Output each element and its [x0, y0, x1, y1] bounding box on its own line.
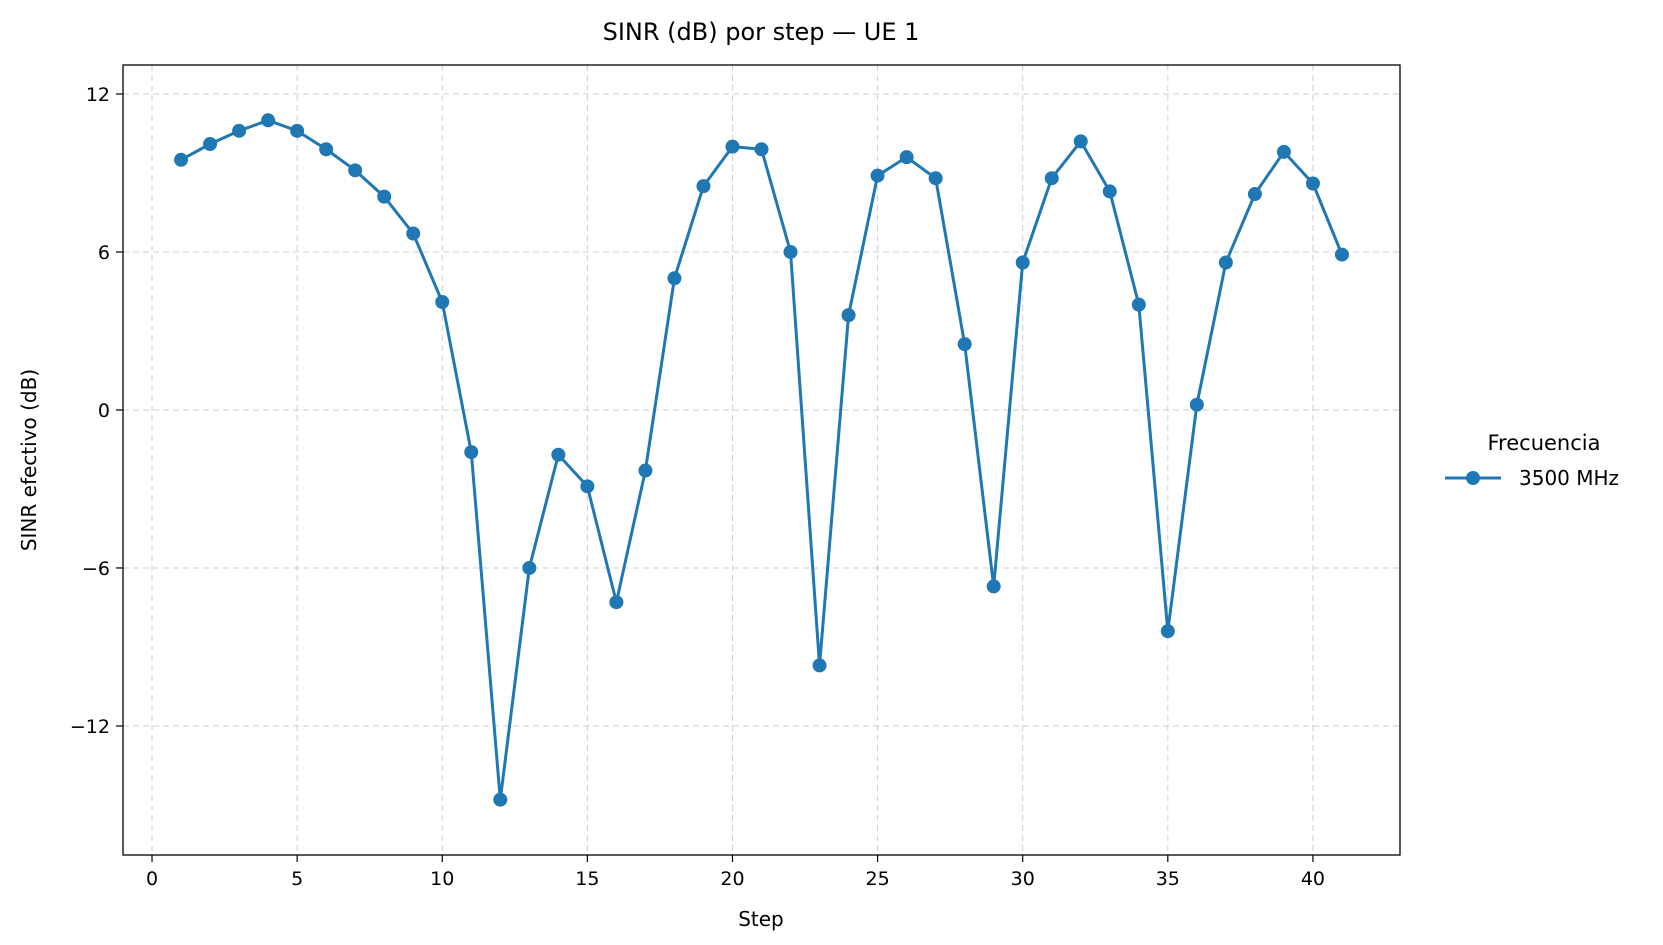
- data-point: [1334, 247, 1349, 262]
- data-point: [1102, 184, 1117, 199]
- grid: [123, 65, 1400, 855]
- plot-frame: [122, 64, 1401, 856]
- y-axis-label: SINR efectivo (dB): [17, 369, 41, 551]
- data-point: [783, 244, 798, 259]
- data-point: [812, 658, 827, 673]
- x-tick-label: 15: [575, 868, 599, 890]
- data-point: [1305, 176, 1320, 191]
- data-point: [609, 595, 624, 610]
- data-point: [319, 142, 334, 157]
- data-point: [928, 171, 943, 186]
- data-point: [986, 579, 1001, 594]
- data-point: [348, 163, 363, 178]
- y-tick-label: 0: [98, 400, 110, 422]
- y-tick-label: 12: [86, 84, 110, 106]
- data-point: [406, 226, 421, 241]
- axis-ticks: 0 5 10 15 20 25 30 35 40 12 6 0 −6 −12: [70, 84, 1325, 890]
- x-tick-label: 10: [430, 868, 454, 890]
- data-point: [580, 479, 595, 494]
- series-layer: [174, 113, 1349, 807]
- data-point: [174, 152, 189, 167]
- x-tick-label: 30: [1011, 868, 1035, 890]
- x-tick-label: 25: [865, 868, 889, 890]
- data-point: [290, 123, 305, 138]
- x-tick-label: 0: [146, 868, 158, 890]
- legend-title: Frecuencia: [1488, 431, 1601, 455]
- data-point: [261, 113, 276, 128]
- y-tick-label: −6: [82, 558, 110, 580]
- x-tick-label: 5: [291, 868, 303, 890]
- data-point: [1044, 171, 1059, 186]
- data-point: [464, 445, 479, 460]
- data-point: [203, 137, 218, 151]
- data-point: [957, 337, 972, 352]
- data-point: [899, 150, 914, 165]
- data-point: [841, 308, 856, 323]
- y-tick-label: 6: [98, 242, 110, 264]
- data-point: [493, 792, 508, 807]
- data-point: [1276, 144, 1291, 159]
- data-point: [754, 142, 769, 157]
- data-point: [1218, 255, 1233, 270]
- data-point: [377, 189, 392, 204]
- legend-series-label: 3500 MHz: [1519, 466, 1619, 490]
- data-point: [1073, 134, 1088, 149]
- data-point: [667, 271, 682, 286]
- legend: Frecuencia 3500 MHz: [1445, 431, 1619, 490]
- data-point: [522, 560, 537, 575]
- data-point: [1015, 255, 1030, 270]
- y-tick-label: −12: [70, 716, 110, 738]
- data-point: [232, 123, 247, 138]
- data-point: [638, 463, 653, 478]
- x-tick-label: 20: [720, 868, 744, 890]
- legend-series-marker: [1466, 471, 1480, 485]
- x-axis-label: Step: [738, 907, 784, 931]
- data-point: [696, 179, 711, 194]
- chart-title: SINR (dB) por step — UE 1: [603, 18, 920, 46]
- data-point: [1131, 297, 1146, 312]
- data-point: [435, 295, 450, 309]
- data-point: [551, 447, 566, 462]
- data-point: [1189, 397, 1204, 412]
- data-point: [725, 139, 740, 154]
- data-point: [1247, 187, 1262, 202]
- x-tick-label: 35: [1156, 868, 1180, 890]
- x-tick-label: 40: [1301, 868, 1325, 890]
- data-point: [1160, 624, 1175, 639]
- data-point: [870, 168, 885, 183]
